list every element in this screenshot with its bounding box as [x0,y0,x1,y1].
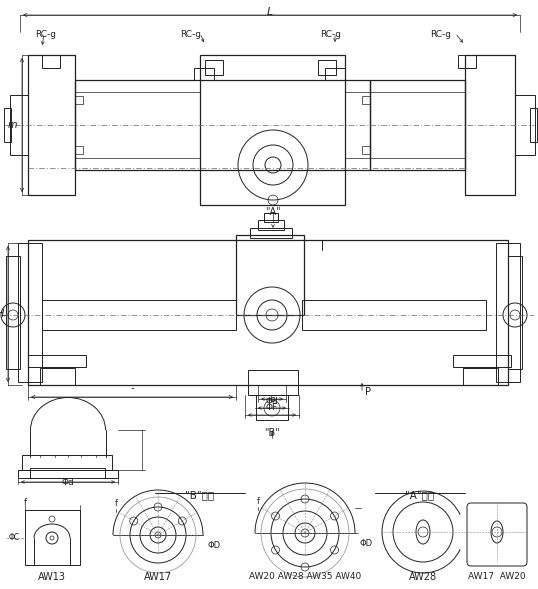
Text: m: m [8,120,17,130]
Bar [28,355,86,367]
Bar [264,213,278,222]
Bar [530,108,537,142]
Bar [75,146,83,154]
Bar [325,68,345,80]
Text: f: f [257,497,259,506]
Bar [515,95,535,155]
Text: AW17  AW20: AW17 AW20 [468,572,526,581]
Text: ΦD: ΦD [359,538,372,548]
Text: "A": "A" [265,207,281,217]
Bar [463,368,498,385]
Bar [362,146,370,154]
Bar [302,300,486,330]
Text: RC-g: RC-g [180,30,201,39]
Bar [370,80,465,170]
Text: AW17: AW17 [144,572,172,582]
Text: ΦD: ΦD [208,541,221,550]
Bar [508,256,522,369]
Bar [256,395,288,420]
Text: RC-g: RC-g [320,30,341,39]
Bar [10,95,28,155]
Bar [25,510,80,565]
Bar [75,80,370,170]
Text: f: f [24,498,26,507]
Bar [42,300,236,330]
Text: H: H [0,309,4,319]
Text: AW20 AW28 AW35 AW40: AW20 AW28 AW35 AW40 [249,572,361,581]
Text: b: b [269,395,275,404]
Bar [40,368,75,385]
Bar [496,243,520,382]
Bar [42,55,60,68]
Text: -: - [130,383,134,393]
Text: "B": "B" [264,428,280,438]
Text: Φd: Φd [266,397,278,406]
Bar [194,68,214,80]
Bar [18,470,118,478]
Bar [18,243,42,382]
Text: ΦC: ΦC [9,534,20,542]
Bar [75,96,83,104]
Bar [453,355,511,367]
Bar [258,220,284,230]
Text: "A"方向: "A"方向 [406,490,435,500]
Bar [205,60,223,75]
Text: f: f [115,499,117,508]
Text: ΦF: ΦF [266,403,278,412]
Bar [22,455,112,470]
Bar [318,60,336,75]
Text: "B"方向: "B"方向 [186,490,215,500]
Text: Φd: Φd [62,478,74,487]
Text: L: L [267,7,273,17]
Bar [236,235,304,315]
Text: RC-g: RC-g [430,30,451,39]
Bar [28,55,75,195]
Bar [200,55,345,205]
Text: AW28: AW28 [409,572,437,582]
Text: P: P [365,387,371,397]
Bar [30,468,105,478]
Bar [458,55,476,68]
Text: AW13: AW13 [38,572,66,582]
Bar [465,55,515,195]
Bar [362,96,370,104]
Bar [248,370,298,395]
Bar [4,108,11,142]
Bar [6,256,20,369]
Bar [28,240,508,385]
Text: RC-g: RC-g [35,30,56,39]
Bar [250,228,292,238]
